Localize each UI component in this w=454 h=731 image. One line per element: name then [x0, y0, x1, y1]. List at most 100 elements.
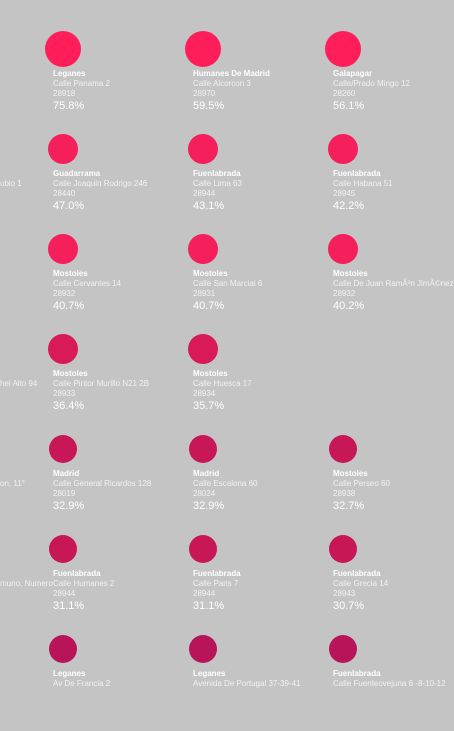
- store-dot-icon[interactable]: [45, 31, 81, 67]
- store-city: Fuenlabrada: [193, 169, 241, 178]
- store-street: Calle Paris 7: [193, 579, 239, 588]
- store-percentage: 75.8%: [53, 100, 85, 112]
- store-zip: 28934: [193, 389, 216, 398]
- store-card[interactable]: Mostoles Calle Pintor Murillo N21 2B 28933…: [45, 331, 185, 431]
- store-street: Av De Francia 2: [53, 679, 111, 688]
- store-dot-icon[interactable]: [329, 535, 357, 563]
- store-city: Leganes: [53, 669, 86, 678]
- store-city: Mostoles: [53, 369, 88, 378]
- store-card[interactable]: Leganes Av De Francia 2: [45, 631, 185, 731]
- store-card[interactable]: Mostoles Calle Cervantes 14 28932 40.7%: [45, 231, 185, 331]
- store-dot-icon[interactable]: [188, 334, 218, 364]
- store-street: Calle Cervantes 14: [53, 279, 122, 288]
- store-street: Calle/Prado Mingo 12: [333, 79, 410, 88]
- store-percentage: 40.7%: [53, 300, 85, 312]
- store-card[interactable]: Mostoles Calle Perseo 60 28938 32.7%: [325, 431, 454, 531]
- store-dot-icon[interactable]: [328, 134, 358, 164]
- store-percentage: 42.2%: [333, 200, 365, 212]
- store-dot-icon[interactable]: [49, 435, 77, 463]
- store-street: Calle Alcorcon 3: [193, 79, 251, 88]
- store-card[interactable]: Galapagar Calle/Prado Mingo 12 28260 56.1%: [325, 31, 454, 131]
- store-zip: 28970: [193, 89, 216, 98]
- store-zip: 28944: [53, 589, 76, 598]
- store-percentage: 32.9%: [53, 500, 85, 512]
- edge-fragment: on, 11°: [0, 479, 25, 488]
- store-street: Calle Huesca 17: [193, 379, 252, 388]
- store-dot-icon[interactable]: [189, 435, 217, 463]
- store-percentage: 47.0%: [53, 200, 85, 212]
- store-city: Fuenlabrada: [333, 169, 381, 178]
- store-city: Leganes: [193, 669, 226, 678]
- store-card[interactable]: Leganes Calle Panama 2 28918 75.8%: [45, 31, 185, 131]
- store-card[interactable]: Leganes Avenida De Portugal 37-39-41: [185, 631, 325, 731]
- store-percentage: 56.1%: [333, 100, 365, 112]
- store-card[interactable]: Fuenlabrada Calle Humanes 2 28944 31.1%: [45, 531, 185, 631]
- store-dot-icon[interactable]: [48, 234, 78, 264]
- store-card[interactable]: Fuenlabrada Calle Paris 7 28944 31.1%: [185, 531, 325, 631]
- store-dot-icon[interactable]: [329, 635, 357, 663]
- store-street: Calle Fuenteovejuna 6 -8-10-12: [333, 679, 446, 688]
- store-card[interactable]: Mostoles Calle De Juan RamÃ³n JimÃ©nez 289…: [325, 231, 454, 331]
- store-street: Calle General Ricardos 128: [53, 479, 152, 488]
- store-street: Calle Lima 63: [193, 179, 242, 188]
- store-card[interactable]: Fuenlabrada Calle Fuenteovejuna 6 -8-10-1…: [325, 631, 454, 731]
- store-zip: 28260: [333, 89, 356, 98]
- store-zip: 28918: [53, 89, 76, 98]
- store-zip: 28933: [53, 389, 76, 398]
- store-street: Avenida De Portugal 37-39-41: [193, 679, 301, 688]
- store-dot-icon[interactable]: [328, 234, 358, 264]
- store-card[interactable]: Mostoles Calle San Marcial 6 28931 40.7%: [185, 231, 325, 331]
- store-card[interactable]: Mostoles Calle Huesca 17 28934 35.7%: [185, 331, 325, 431]
- store-street: Calle San Marcial 6: [193, 279, 263, 288]
- store-street: Calle De Juan RamÃ³n JimÃ©nez: [333, 279, 454, 288]
- store-dot-icon[interactable]: [49, 635, 77, 663]
- store-city: Fuenlabrada: [333, 569, 381, 578]
- store-dot-icon[interactable]: [188, 234, 218, 264]
- store-city: Humanes De Madrid: [193, 69, 270, 78]
- store-zip: 28024: [193, 489, 216, 498]
- store-dot-icon[interactable]: [189, 535, 217, 563]
- store-street: Calle Perseo 60: [333, 479, 390, 488]
- store-zip: 28932: [333, 289, 356, 298]
- store-percentage: 36.4%: [53, 400, 85, 412]
- store-percentage: 40.7%: [193, 300, 225, 312]
- store-percentage: 43.1%: [193, 200, 225, 212]
- store-city: Fuenlabrada: [193, 569, 241, 578]
- store-dot-icon[interactable]: [189, 635, 217, 663]
- store-city: Mostoles: [333, 469, 368, 478]
- store-card[interactable]: Fuenlabrada Calle Habana 51 28945 42.2%: [325, 131, 454, 231]
- store-dot-icon[interactable]: [48, 334, 78, 364]
- store-card[interactable]: Guadarrama Calle Joaquin Rodrigo 246 28440…: [45, 131, 185, 231]
- store-card[interactable]: Madrid Calle Escalona 60 28024 32.9%: [185, 431, 325, 531]
- store-dot-icon[interactable]: [329, 435, 357, 463]
- store-street: Calle Habana 51: [333, 179, 393, 188]
- store-city: Madrid: [193, 469, 220, 478]
- store-zip: 28019: [53, 489, 76, 498]
- store-zip: 28938: [333, 489, 356, 498]
- store-dot-icon[interactable]: [185, 31, 221, 67]
- store-street: Calle Pintor Murillo N21 2B: [53, 379, 150, 388]
- store-street: Calle Panama 2: [53, 79, 110, 88]
- store-zip: 28944: [193, 189, 216, 198]
- store-grid: ubio 1 hel Alto 94 on, 11° muno, Numero …: [0, 31, 454, 688]
- store-dot-icon[interactable]: [325, 31, 361, 67]
- store-city: Mostoles: [193, 269, 228, 278]
- store-dot-icon[interactable]: [48, 134, 78, 164]
- store-percentage: 35.7%: [193, 400, 225, 412]
- store-dot-icon[interactable]: [49, 535, 77, 563]
- store-card[interactable]: Humanes De Madrid Calle Alcorcon 3 28970 59…: [185, 31, 325, 131]
- store-street: Calle Humanes 2: [53, 579, 115, 588]
- store-street: Calle Grecia 14: [333, 579, 389, 588]
- store-street: Calle Joaquin Rodrigo 246: [53, 179, 148, 188]
- store-card[interactable]: Fuenlabrada Calle Lima 63 28944 43.1%: [185, 131, 325, 231]
- store-city: Fuenlabrada: [53, 569, 101, 578]
- store-city: Mostoles: [193, 369, 228, 378]
- store-dot-icon[interactable]: [188, 134, 218, 164]
- store-percentage: 30.7%: [333, 600, 365, 612]
- store-percentage: 31.1%: [193, 600, 225, 612]
- store-card[interactable]: Madrid Calle General Ricardos 128 28019 32.…: [45, 431, 185, 531]
- store-zip: 28945: [333, 189, 356, 198]
- store-percentage: 31.1%: [53, 600, 85, 612]
- store-card[interactable]: Fuenlabrada Calle Grecia 14 28943 30.7%: [325, 531, 454, 631]
- store-percentage: 32.9%: [193, 500, 225, 512]
